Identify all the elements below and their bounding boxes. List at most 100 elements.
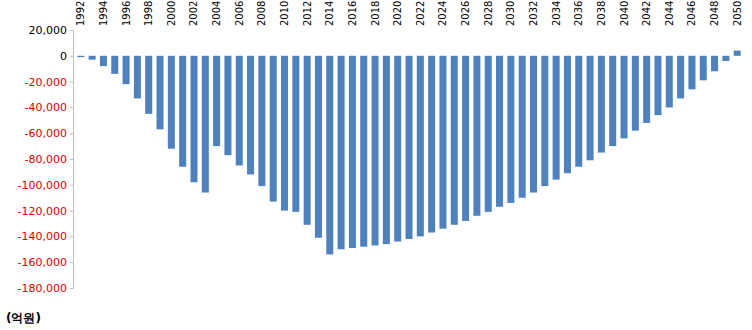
x-tick-label: 2030 <box>505 1 516 26</box>
x-tick: 2040 <box>619 1 630 30</box>
y-axis-line <box>70 31 74 289</box>
bar <box>428 56 435 233</box>
bar <box>575 56 582 167</box>
x-tick: 2046 <box>686 1 697 30</box>
y-tick-mark <box>70 159 73 160</box>
bar <box>292 56 299 212</box>
bar <box>372 56 379 246</box>
y-tick-mark <box>70 236 73 237</box>
y-tick-label: -140,000 <box>18 230 67 243</box>
x-tick: 2010 <box>279 1 290 30</box>
bar <box>587 56 594 160</box>
x-tick-label: 2038 <box>596 1 607 26</box>
x-tick-label: 2036 <box>573 1 584 26</box>
y-axis-unit: (억원) <box>6 311 41 325</box>
y-tick: -80,000 <box>25 153 73 166</box>
x-tick: 1996 <box>121 1 132 30</box>
x-tick-label: 1994 <box>98 1 109 26</box>
x-tick-label: 2012 <box>302 1 313 26</box>
x-tick: 2006 <box>234 1 245 30</box>
bar <box>89 56 96 60</box>
bar <box>179 56 186 167</box>
bar <box>383 56 390 244</box>
x-tick-label: 2000 <box>166 1 177 26</box>
x-axis-line <box>74 30 746 31</box>
y-tick: -40,000 <box>25 101 73 114</box>
y-tick: -100,000 <box>18 179 73 192</box>
bar <box>507 56 514 203</box>
x-tick: 2002 <box>188 1 199 30</box>
y-tick: -140,000 <box>18 230 73 243</box>
bar <box>77 56 84 57</box>
y-tick-label: 20,000 <box>29 24 68 37</box>
bar <box>270 56 277 202</box>
y-tick-mark <box>70 288 73 289</box>
bar <box>202 56 209 193</box>
bar <box>643 56 650 123</box>
x-tick: 2030 <box>505 1 516 30</box>
x-tick-label: 2002 <box>188 1 199 26</box>
bar <box>145 56 152 114</box>
x-tick-label: 2018 <box>370 1 381 26</box>
x-tick: 2048 <box>709 1 720 30</box>
y-tick-label: -60,000 <box>25 127 67 140</box>
x-tick-label: 2042 <box>641 1 652 26</box>
bar <box>598 56 605 153</box>
x-tick: 2026 <box>460 1 471 30</box>
bar <box>462 56 469 221</box>
bar <box>485 56 492 212</box>
bar <box>473 56 480 216</box>
x-tick-label: 2010 <box>279 1 290 26</box>
bars <box>77 51 740 255</box>
x-tick: 2024 <box>437 1 448 30</box>
bar <box>236 56 243 166</box>
bar <box>564 56 571 173</box>
x-tick-label: 2032 <box>528 1 539 26</box>
bar <box>304 56 311 225</box>
bar <box>700 56 707 81</box>
x-tick: 2018 <box>370 1 381 30</box>
bar <box>258 56 265 186</box>
y-tick: 20,000 <box>29 24 74 37</box>
x-tick: 1992 <box>75 1 86 30</box>
x-tick-label: 2004 <box>211 1 222 26</box>
bar <box>451 56 458 225</box>
bar <box>609 56 616 146</box>
bar <box>530 56 537 193</box>
y-tick: -180,000 <box>18 282 73 295</box>
bar <box>247 56 254 175</box>
y-tick: -20,000 <box>25 76 73 89</box>
x-tick-label: 2006 <box>234 1 245 26</box>
x-tick: 2036 <box>573 1 584 30</box>
x-tick: 2000 <box>166 1 177 30</box>
y-tick: -160,000 <box>18 256 73 269</box>
bar <box>338 56 345 250</box>
x-tick-label: 2026 <box>460 1 471 26</box>
y-tick-mark <box>70 185 73 186</box>
x-tick: 2038 <box>596 1 607 30</box>
bar <box>394 56 401 242</box>
x-tick: 2034 <box>551 1 562 30</box>
x-tick: 2016 <box>347 1 358 30</box>
y-tick-label: -20,000 <box>25 76 67 89</box>
x-tick-label: 2046 <box>686 1 697 26</box>
bar <box>100 56 107 66</box>
bar <box>519 56 526 198</box>
bar <box>123 56 130 84</box>
x-tick-label: 2034 <box>551 1 562 26</box>
x-tick: 2050 <box>732 1 743 30</box>
y-tick-label: -160,000 <box>18 256 67 269</box>
bar <box>688 56 695 90</box>
y-tick-label: -80,000 <box>25 153 67 166</box>
bar <box>666 56 673 108</box>
x-tick-label: 2050 <box>732 1 743 26</box>
x-tick-label: 2044 <box>664 1 675 26</box>
bar <box>722 56 729 61</box>
x-tick: 2020 <box>392 1 403 30</box>
y-tick-mark <box>70 133 73 134</box>
x-tick-label: 2016 <box>347 1 358 26</box>
bar <box>157 56 164 130</box>
bar <box>621 56 628 139</box>
bar <box>654 56 661 115</box>
y-tick-label: 0 <box>60 50 67 63</box>
